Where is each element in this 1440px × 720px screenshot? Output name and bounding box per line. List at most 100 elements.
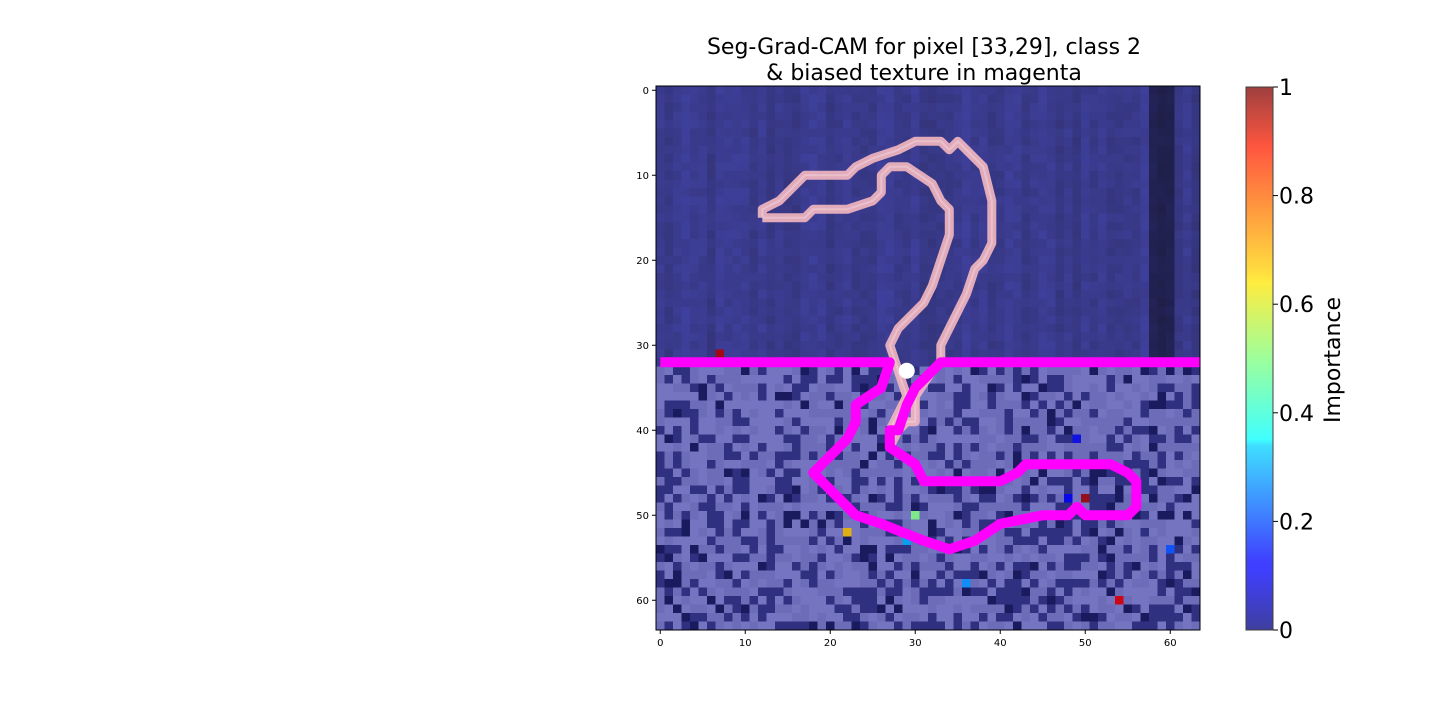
heatmap-cell — [783, 562, 793, 571]
heatmap-cell — [962, 94, 971, 104]
heatmap-cell — [987, 375, 997, 384]
heatmap-cell — [817, 553, 827, 563]
heatmap-cell — [1157, 332, 1167, 342]
heatmap-cell — [809, 298, 818, 308]
heatmap-cell — [860, 171, 869, 180]
heatmap-cell — [664, 145, 674, 155]
heatmap-cell — [1013, 562, 1022, 571]
heatmap-cell — [919, 222, 929, 231]
heatmap-cell — [724, 545, 733, 554]
heatmap-cell — [885, 324, 895, 333]
heatmap-cell — [1106, 485, 1116, 495]
heatmap-cell — [953, 94, 963, 104]
heatmap-cell — [1140, 596, 1150, 605]
heatmap-cell — [826, 494, 835, 503]
heatmap-cell — [1021, 137, 1031, 146]
heatmap-cell — [749, 332, 759, 342]
heatmap-cell — [962, 375, 971, 384]
heatmap-cell — [843, 596, 852, 605]
heatmap-cell — [758, 230, 767, 240]
heatmap-cell — [707, 315, 716, 325]
heatmap-cell — [851, 570, 861, 580]
heatmap-cell — [1166, 256, 1175, 265]
heatmap-cell — [868, 120, 878, 129]
heatmap-cell — [724, 485, 733, 495]
heatmap-cell — [962, 315, 971, 325]
heatmap-cell — [1013, 613, 1022, 622]
heatmap-cell — [783, 400, 793, 410]
heatmap-cell — [749, 545, 759, 554]
heatmap-cell — [894, 570, 903, 580]
heatmap-cell — [732, 137, 742, 146]
heatmap-cell — [1183, 230, 1192, 240]
heatmap-cell — [715, 341, 725, 350]
heatmap-cell — [673, 222, 682, 231]
heatmap-cell — [945, 426, 954, 435]
heatmap-cell — [1132, 256, 1141, 265]
heatmap-cell — [843, 460, 852, 469]
heatmap-cell — [834, 451, 844, 461]
heatmap-cell — [860, 213, 869, 223]
heatmap-cell — [1166, 417, 1175, 427]
heatmap-cell — [996, 137, 1005, 146]
heatmap-cell — [1038, 468, 1048, 478]
heatmap-cell — [1004, 103, 1014, 112]
heatmap-cell — [741, 273, 750, 282]
heatmap-cell — [1106, 613, 1116, 622]
heatmap-cell — [707, 111, 716, 121]
heatmap-cell — [919, 596, 929, 605]
heatmap-cell — [996, 128, 1005, 138]
heatmap-cell — [758, 477, 767, 486]
heatmap-cell — [741, 86, 750, 95]
heatmap-cell — [1047, 281, 1056, 291]
heatmap-cell — [817, 239, 827, 248]
heatmap-cell — [919, 460, 929, 469]
heatmap-cell — [979, 239, 988, 248]
heatmap-cell — [758, 290, 767, 299]
selected-pixel-marker — [898, 362, 915, 379]
heatmap-cell — [979, 188, 988, 197]
heatmap-cell — [741, 596, 750, 605]
heatmap-cell — [749, 230, 759, 240]
heatmap-cell — [673, 562, 682, 571]
heatmap-cell — [766, 375, 776, 384]
heatmap-cell — [877, 392, 886, 401]
heatmap-cell — [707, 103, 716, 112]
heatmap-cell — [1055, 553, 1065, 563]
heatmap-cell — [775, 349, 784, 359]
heatmap-cell — [885, 307, 895, 316]
heatmap-cell — [851, 579, 861, 588]
heatmap-cell — [749, 349, 759, 359]
heatmap-cell — [851, 613, 861, 622]
heatmap-cell — [1115, 604, 1124, 614]
heatmap-cell — [724, 468, 733, 478]
heatmap-cell — [843, 222, 852, 231]
heatmap-cell — [1166, 494, 1175, 503]
heatmap-cell — [707, 307, 716, 316]
heatmap-cell — [775, 536, 784, 546]
heatmap-cell — [690, 86, 699, 95]
heatmap-cell — [1191, 443, 1200, 452]
heatmap-cell — [681, 383, 691, 393]
heatmap-cell — [766, 562, 776, 571]
heatmap-cell — [749, 451, 759, 461]
heatmap-cell — [970, 579, 980, 588]
heatmap-cell — [1072, 621, 1082, 630]
heatmap-cell — [851, 273, 861, 282]
heatmap-cell — [962, 111, 971, 121]
heatmap-cell — [656, 417, 665, 427]
heatmap-cell — [1115, 324, 1124, 333]
heatmap-cell — [826, 596, 835, 605]
heatmap-cell — [724, 621, 733, 630]
heatmap-cell — [902, 256, 912, 265]
heatmap-cell — [690, 477, 699, 486]
heatmap-cell — [1149, 596, 1158, 605]
heatmap-cell — [1089, 477, 1099, 486]
heatmap-cell — [681, 536, 691, 546]
heatmap-cell — [1106, 570, 1116, 580]
heatmap-cell — [741, 392, 750, 401]
heatmap-cell — [690, 587, 699, 597]
heatmap-cell — [800, 604, 810, 614]
heatmap-cell — [979, 621, 988, 630]
heatmap-cell — [1149, 264, 1158, 274]
